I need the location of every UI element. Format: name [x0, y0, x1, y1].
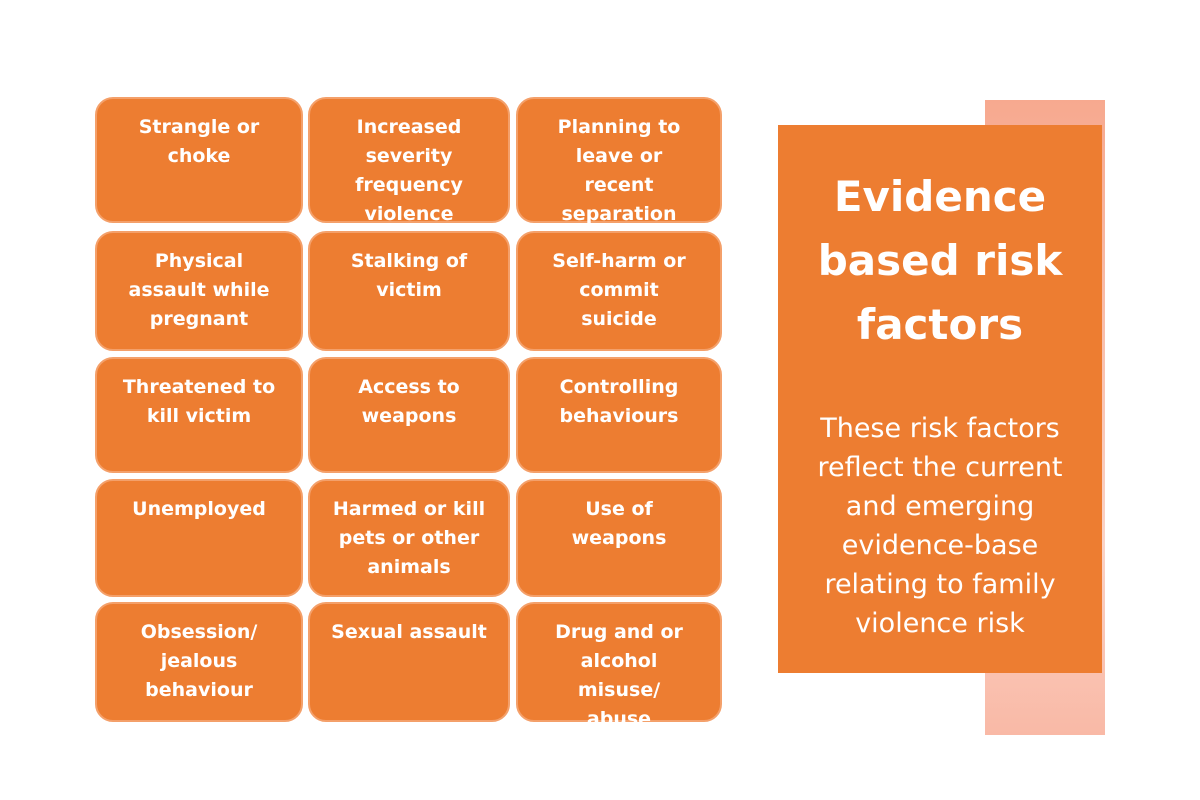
box-label: Controlling	[559, 376, 679, 398]
box-label: Unemployed	[132, 498, 266, 520]
box-label: recent	[584, 174, 654, 196]
panel-title: Evidence based risk factors	[778, 165, 1102, 357]
body-line: relating to family	[824, 569, 1056, 600]
risk-factor-box: Controlling behaviours	[516, 357, 722, 473]
risk-factor-box: Drug and or alcohol misuse/abuse	[516, 602, 722, 730]
box-label: victim	[376, 279, 442, 301]
box-label: Stalking of	[350, 250, 468, 272]
risk-factor-box: Use of weapons	[516, 479, 722, 597]
title-line: based risk	[817, 236, 1063, 285]
box-label: weapons	[571, 527, 667, 549]
risk-factor-box: Strangle or choke	[95, 97, 303, 223]
box-label: severity	[365, 145, 453, 167]
box-label: violence	[364, 203, 454, 225]
box-label: frequency	[355, 174, 463, 196]
risk-factor-box: Planning to leave or recent separation	[516, 97, 722, 225]
box-label: pets or other	[338, 527, 480, 549]
body-line: violence risk	[855, 608, 1025, 639]
box-label: animals	[367, 556, 451, 578]
panel-body: These risk factors reflect the current and…	[778, 409, 1102, 643]
box-label: weapons	[361, 405, 457, 427]
title-line: factors	[856, 300, 1024, 349]
box-label: Physical	[154, 250, 244, 272]
box-label: behaviour	[145, 679, 253, 701]
box-label: assault while	[128, 279, 270, 301]
risk-factor-box: Unemployed	[95, 479, 303, 597]
risk-factor-box: Obsession/jealous behaviour	[95, 602, 303, 722]
risk-factor-box: Physical assault while pregnant	[95, 231, 303, 351]
body-line: These risk factors	[820, 413, 1060, 444]
box-label: Obsession/	[140, 621, 258, 643]
box-label: alcohol	[580, 650, 658, 672]
box-label: pregnant	[149, 308, 249, 330]
box-label: misuse/	[577, 679, 661, 701]
box-label: leave or	[575, 145, 663, 167]
risk-factor-box: Harmed or kill pets or other animals	[308, 479, 510, 597]
box-label: abuse	[586, 708, 652, 730]
box-label: Access to	[358, 376, 460, 398]
body-line: and emerging	[845, 491, 1035, 522]
box-label: behaviours	[559, 405, 679, 427]
title-line: Evidence	[833, 172, 1047, 221]
box-label: Harmed or kill	[332, 498, 486, 520]
risk-factor-box: Self-harm or commit suicide	[516, 231, 722, 351]
box-label: Planning to	[557, 116, 681, 138]
risk-factor-box: Increased severity frequency violence	[308, 97, 510, 225]
box-label: Use of	[585, 498, 653, 520]
body-line: reflect the current	[817, 452, 1063, 483]
box-label: commit	[579, 279, 659, 301]
box-label: Strangle or	[138, 116, 260, 138]
box-label: jealous	[160, 650, 238, 672]
box-label: choke	[167, 145, 231, 167]
box-label: Sexual assault	[331, 621, 487, 643]
box-label: Drug and or	[555, 621, 683, 643]
risk-factor-box: Stalking of victim	[308, 231, 510, 351]
box-label: separation	[561, 203, 677, 225]
box-label: Threatened to	[122, 376, 276, 398]
risk-factor-box: Threatened to kill victim	[95, 357, 303, 473]
box-label: kill victim	[146, 405, 252, 427]
body-line: evidence-base	[841, 530, 1039, 561]
box-label: Self-harm or	[552, 250, 686, 272]
risk-factor-box: Sexual assault	[308, 602, 510, 722]
box-label: suicide	[581, 308, 657, 330]
risk-factor-box: Access to weapons	[308, 357, 510, 473]
box-label: Increased	[356, 116, 462, 138]
info-panel: Evidence based risk factors These risk fac…	[778, 125, 1102, 673]
